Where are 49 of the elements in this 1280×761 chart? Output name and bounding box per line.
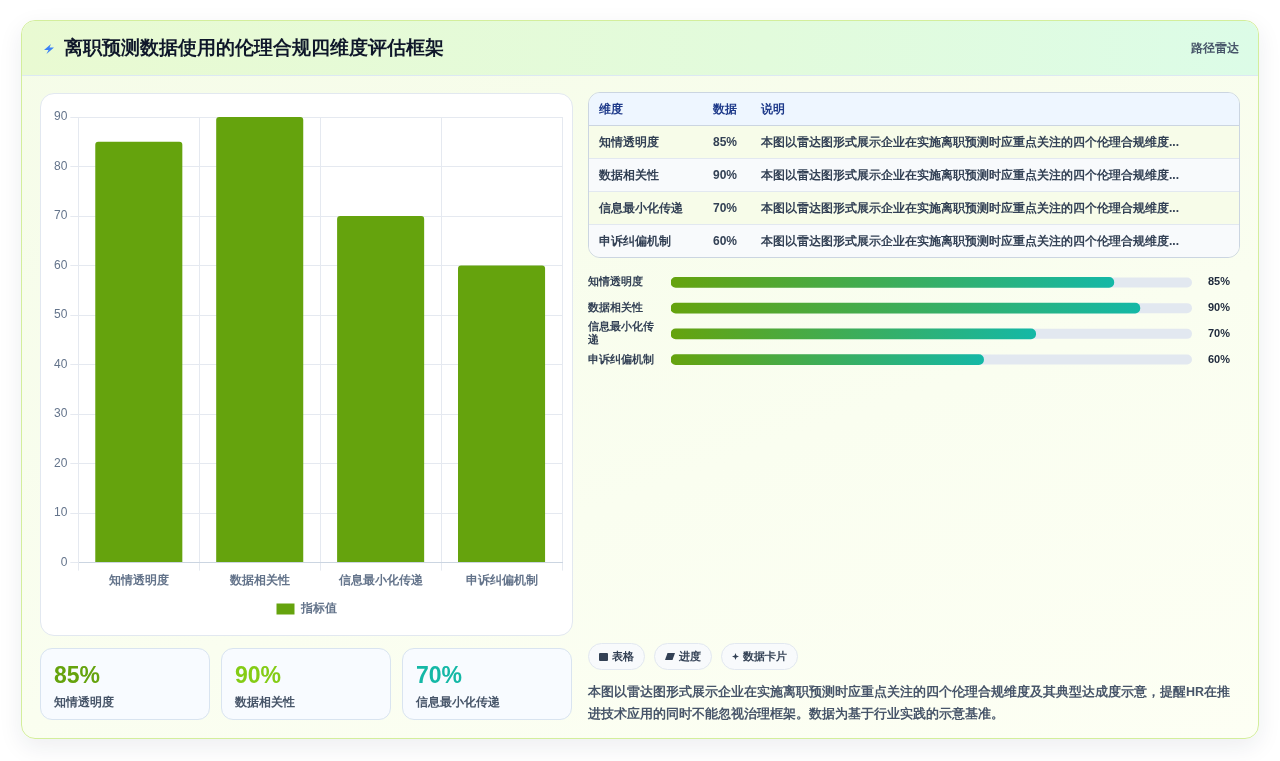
category-label: 信息最小化传递: [416, 694, 500, 710]
y-tick-label: 80: [53, 158, 68, 173]
text: 60%: [713, 234, 738, 248]
category-label: 进度: [679, 649, 701, 664]
category-label: 数据卡片: [743, 649, 787, 664]
data-label: 90%: [1207, 301, 1231, 314]
data-label: 60%: [1207, 352, 1231, 365]
bar: [337, 216, 425, 563]
data-label: 70%: [1207, 326, 1231, 339]
y-tick-label: 知情透明度: [587, 275, 643, 288]
text: 本图以雷达图形式展示企业在实施离职预测时应重点关注的四个伦理合规维度...: [751, 158, 1239, 191]
data-label: 85%: [1207, 275, 1231, 288]
bar: [95, 141, 183, 563]
x-tick-label: 信息最小化传递: [337, 573, 424, 588]
y-tick-label: 40: [53, 356, 68, 371]
x-tick-label: 知情透明度: [107, 573, 169, 588]
text: 离职预测数据使用的伦理合规四维度评估框架: [64, 36, 444, 60]
category-label: 表格: [612, 649, 634, 664]
y-tick-label: 20: [53, 455, 68, 470]
text: 85%: [713, 135, 738, 149]
x-tick-label: 申诉纠偏机制: [465, 573, 538, 588]
bar: [458, 265, 546, 563]
y-tick-label: 信息最小化传递: [587, 320, 654, 346]
bar: [216, 117, 304, 563]
y-tick-label: 10: [53, 505, 68, 520]
y-tick-label: 数据相关性: [587, 301, 643, 314]
text: 数据: [703, 93, 751, 126]
text: 90%: [713, 168, 738, 182]
text: 本图以雷达图形式展示企业在实施离职预测时应重点关注的四个伦理合规维度及其典型达成度示意，提醒HR在推进技术应用的同时不能忽视治理框架。数据为基于行业实践的示意基准。: [588, 683, 1232, 723]
text: 维度: [589, 93, 703, 126]
text: 说明: [751, 93, 1239, 126]
text: 路径雷达: [1191, 40, 1239, 56]
text: 70%: [416, 662, 463, 688]
y-tick-label: 50: [53, 307, 68, 322]
text: 本图以雷达图形式展示企业在实施离职预测时应重点关注的四个伦理合规维度...: [751, 191, 1239, 224]
category-label: 数据相关性: [235, 694, 295, 710]
y-tick-label: 30: [53, 406, 68, 421]
text: 90%: [235, 662, 282, 688]
x-tick-label: 数据相关性: [228, 573, 290, 588]
y-tick-label: 70: [53, 208, 68, 223]
y-tick-label: 申诉纠偏机制: [588, 352, 654, 365]
y-tick-label: 60: [53, 257, 68, 272]
y-tick-label: 90: [53, 109, 68, 124]
text: 本图以雷达图形式展示企业在实施离职预测时应重点关注的四个伦理合规维度...: [751, 224, 1239, 257]
y-tick-label: 0: [60, 554, 68, 569]
text: 85%: [54, 662, 101, 688]
legend-label: 指标值: [299, 601, 337, 616]
text: 本图以雷达图形式展示企业在实施离职预测时应重点关注的四个伦理合规维度...: [751, 126, 1239, 158]
text: 70%: [713, 201, 738, 215]
